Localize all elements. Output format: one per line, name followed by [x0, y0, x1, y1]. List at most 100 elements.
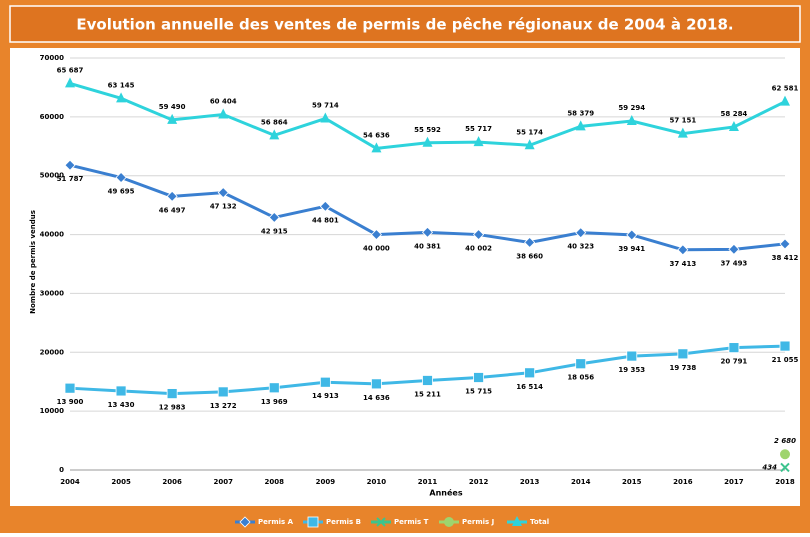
title-box	[9, 5, 801, 43]
marker	[473, 136, 484, 147]
marker	[320, 112, 331, 123]
marker	[677, 244, 689, 256]
data-label: 39 941	[618, 245, 645, 253]
marker	[65, 77, 75, 88]
chart-title: Evolution annuelle des ventes de permis …	[76, 16, 733, 34]
x-tick-label: 2005	[111, 478, 131, 486]
data-label: 55 717	[465, 125, 492, 133]
legend-label: Permis J	[462, 518, 494, 526]
legend-marker	[307, 516, 319, 528]
marker	[524, 367, 536, 379]
legend-label: Permis T	[394, 518, 429, 526]
marker	[166, 190, 178, 202]
data-label: 21 055	[772, 356, 799, 364]
marker	[371, 378, 382, 390]
data-label: 46 497	[159, 206, 186, 214]
data-label: 59 490	[159, 103, 186, 111]
marker	[421, 226, 434, 238]
data-label: 58 379	[567, 109, 594, 117]
legend-item: Permis A	[235, 516, 294, 528]
marker	[269, 129, 280, 140]
legend-item: Total	[507, 516, 549, 526]
data-label: 19 353	[618, 366, 645, 374]
marker	[575, 120, 586, 131]
x-tick-label: 2004	[60, 478, 80, 486]
marker	[728, 342, 740, 354]
data-label: 55 174	[516, 128, 543, 136]
legend-marker	[376, 517, 386, 527]
marker	[64, 159, 76, 171]
legend-marker	[444, 517, 454, 527]
data-label: 54 636	[363, 131, 390, 139]
data-label: 57 151	[669, 117, 696, 125]
data-label: 16 514	[516, 383, 543, 391]
legend-label: Total	[530, 518, 549, 526]
data-label: 40 002	[465, 245, 492, 253]
legend-label: Permis B	[326, 518, 361, 526]
data-label: 2 680	[774, 437, 796, 445]
data-label: 49 695	[108, 188, 135, 196]
marker	[371, 142, 382, 153]
x-axis-label: Années	[429, 488, 462, 498]
y-tick-label: 40000	[40, 231, 64, 239]
marker	[575, 358, 587, 370]
marker	[115, 171, 127, 184]
marker	[728, 120, 739, 131]
y-tick-label: 70000	[40, 54, 64, 62]
x-tick-label: 2014	[571, 478, 591, 486]
data-label: 12 983	[159, 404, 186, 412]
x-tick-label: 2011	[418, 478, 438, 486]
marker	[780, 449, 790, 460]
data-label: 40 000	[363, 245, 390, 253]
data-label: 15 211	[414, 390, 441, 398]
x-tick-label: 2013	[520, 478, 540, 486]
marker	[268, 211, 280, 223]
data-label: 434	[762, 463, 777, 471]
x-tick-label: 2018	[775, 478, 795, 486]
x-tick-label: 2007	[213, 478, 233, 486]
marker	[115, 385, 127, 397]
legend-item: Permis B	[303, 516, 361, 528]
y-tick-label: 10000	[40, 407, 64, 415]
data-label: 38 660	[516, 252, 543, 260]
data-label: 62 581	[772, 85, 799, 93]
x-tick-label: 2015	[622, 478, 642, 486]
data-label: 65 687	[57, 66, 84, 74]
marker	[473, 228, 485, 241]
data-label: 13 272	[210, 402, 237, 410]
marker	[626, 115, 637, 126]
marker	[728, 243, 740, 255]
data-label: 37 493	[721, 259, 748, 267]
data-label: 56 864	[261, 118, 288, 126]
marker	[779, 340, 791, 352]
data-label: 14 913	[312, 392, 339, 400]
x-tick-label: 2009	[316, 478, 336, 486]
x-tick-label: 2017	[724, 478, 744, 486]
legend-marker	[239, 516, 251, 528]
marker	[268, 382, 280, 394]
data-label: 18 056	[567, 374, 594, 382]
data-label: 59 294	[618, 104, 645, 112]
marker	[626, 229, 638, 241]
y-tick-label: 50000	[40, 172, 64, 180]
data-label: 47 132	[210, 203, 237, 211]
data-label: 20 791	[721, 358, 748, 366]
legend-item: Permis J	[439, 517, 494, 527]
x-tick-label: 2012	[469, 478, 489, 486]
marker	[779, 238, 791, 250]
data-label: 13 900	[57, 398, 84, 406]
data-label: 37 413	[669, 260, 696, 268]
data-label: 63 145	[108, 81, 135, 89]
x-tick-label: 2016	[673, 478, 693, 486]
marker	[370, 229, 382, 241]
data-label: 40 381	[414, 242, 441, 250]
y-axis-label: Nombre de permis vendus	[29, 210, 37, 314]
x-tick-label: 2008	[265, 478, 285, 486]
marker	[677, 127, 688, 138]
legend-marker	[512, 516, 522, 526]
marker	[524, 139, 535, 150]
y-tick-label: 30000	[40, 289, 64, 297]
legend-item: Permis T	[371, 517, 429, 527]
marker	[64, 382, 76, 394]
